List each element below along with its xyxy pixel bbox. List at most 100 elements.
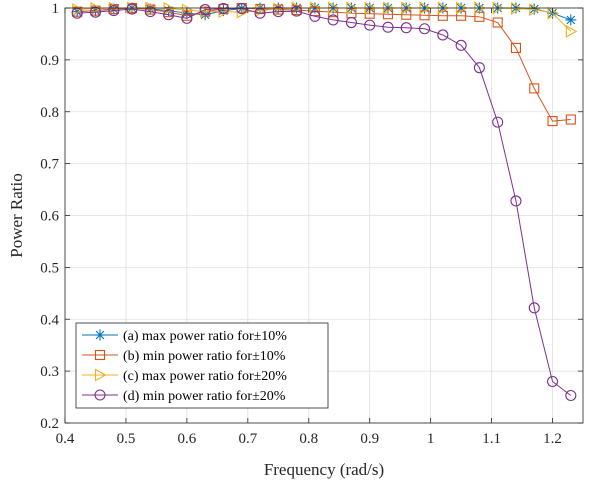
circle-marker [126, 3, 138, 15]
triangle-marker [163, 2, 176, 15]
series-line [77, 8, 572, 396]
data-point [565, 389, 577, 402]
data-point [492, 116, 504, 128]
data-point [272, 6, 284, 18]
data-point [163, 9, 175, 21]
data-point [510, 2, 523, 15]
data-point [89, 6, 102, 18]
data-point [181, 3, 194, 17]
data-point [382, 21, 394, 33]
x-tick-label: 0.7 [238, 431, 257, 447]
data-point [473, 62, 485, 74]
square-marker [547, 116, 558, 127]
triangle-marker [547, 6, 560, 20]
square-marker [382, 9, 394, 20]
asterisk-marker [94, 329, 106, 341]
square-marker [565, 114, 576, 125]
data-point [510, 195, 522, 207]
circle-marker [144, 6, 156, 18]
x-tick-label: 0.4 [56, 431, 75, 447]
data-point [529, 3, 541, 16]
triangle-marker [565, 24, 578, 38]
circle-marker [94, 389, 106, 401]
x-tick-label: 0.6 [178, 431, 197, 447]
data-point [327, 14, 339, 26]
circle-marker [272, 6, 284, 18]
y-axis-label: Power Ratio [7, 173, 26, 258]
legend: (a) max power ratio for±10% (b) min power… [75, 322, 329, 409]
data-point [199, 4, 211, 16]
circle-marker [89, 6, 102, 18]
square-marker [94, 349, 106, 361]
triangle-marker [529, 3, 541, 16]
circle-marker [163, 9, 175, 21]
square-marker [492, 17, 503, 28]
circle-marker [327, 14, 339, 26]
legend-entry: (b) min power ratio for±10% [82, 349, 286, 364]
data-point [474, 11, 485, 22]
legend-label: (c) max power ratio for±20% [123, 369, 287, 384]
data-point [72, 3, 84, 16]
y-tick-label: 0.9 [40, 53, 59, 69]
legend-entry: (c) max power ratio for±20% [82, 368, 287, 384]
data-point [236, 5, 249, 19]
data-point [565, 14, 577, 26]
square-marker [529, 83, 540, 94]
triangle-marker [181, 3, 194, 17]
circle-marker [400, 22, 412, 34]
x-tick-label: 1.2 [543, 431, 562, 447]
data-point [401, 9, 412, 20]
y-tick-labels: 0.2 0.3 0.4 0.5 0.6 0.7 0.8 0.9 1 [40, 1, 59, 432]
y-tick-label: 0.3 [40, 364, 59, 380]
data-point [547, 116, 558, 127]
y-tick-label: 1 [52, 1, 60, 17]
data-point [163, 2, 176, 15]
y-tick-label: 0.4 [40, 312, 59, 328]
circle-marker [382, 21, 394, 33]
series-line [77, 7, 571, 122]
legend-entry: (a) max power ratio for±10% [82, 329, 287, 344]
legend-label: (a) max power ratio for±10% [123, 329, 287, 344]
triangle-marker [90, 2, 103, 15]
x-tick-labels: 0.4 0.5 0.6 0.7 0.8 0.9 1 1.1 1.2 [56, 431, 562, 447]
tick-marks [64, 7, 583, 424]
data-point [236, 2, 248, 15]
y-tick-label: 0.5 [40, 260, 59, 276]
data-point [492, 17, 503, 28]
legend-entry: (d) min power ratio for±20% [82, 389, 286, 404]
data-point [565, 24, 578, 38]
circle-marker [419, 23, 431, 35]
data-point [108, 5, 120, 17]
circle-marker [492, 116, 504, 128]
legend-label: (b) min power ratio for±10% [123, 349, 286, 364]
data-point [181, 12, 193, 24]
data-point [291, 5, 303, 17]
y-tick-label: 0.7 [40, 157, 59, 173]
data-point [382, 9, 394, 20]
data-point [565, 114, 576, 125]
y-tick-label: 0.6 [40, 209, 59, 225]
circle-marker [217, 2, 229, 15]
triangle-marker [94, 368, 107, 382]
data-point [455, 39, 467, 51]
data-point [546, 375, 559, 388]
circle-marker [510, 195, 522, 207]
y-tick-label: 0.2 [40, 416, 59, 432]
data-point [437, 29, 449, 41]
data-point [217, 2, 229, 15]
data-point [309, 10, 321, 22]
data-point [419, 23, 431, 35]
circle-marker [309, 10, 321, 22]
data-point [144, 6, 156, 18]
circle-marker [236, 2, 248, 15]
data-point [364, 19, 376, 31]
data-point [510, 42, 522, 53]
series-d [71, 2, 577, 402]
circle-marker [455, 39, 467, 51]
circle-marker [181, 12, 193, 24]
data-point [547, 6, 560, 20]
x-tick-label: 1.1 [482, 431, 501, 447]
x-tick-label: 0.5 [117, 431, 136, 447]
